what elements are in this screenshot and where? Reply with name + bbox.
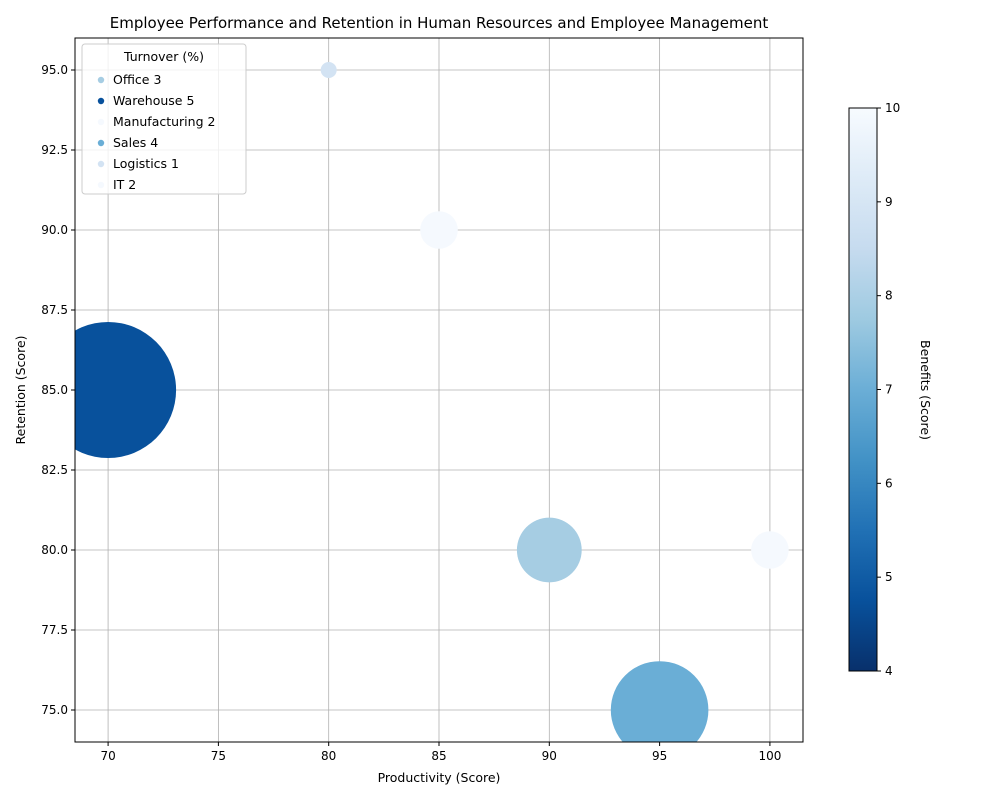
legend: Turnover (%) Office 3 Warehouse 5 Manufact… bbox=[81, 43, 247, 195]
y-tick-label: 80.0 bbox=[41, 543, 68, 557]
x-axis-label: Productivity (Score) bbox=[378, 770, 501, 785]
legend-box bbox=[81, 43, 247, 195]
legend-title: Turnover (%) bbox=[123, 49, 204, 64]
colorbar-gradient bbox=[848, 107, 878, 672]
colorbar-tick-label: 9 bbox=[885, 195, 893, 209]
colorbar: 4 5 6 7 8 9 10 Benefits (Score) bbox=[848, 101, 933, 678]
bubble-it bbox=[751, 531, 789, 569]
legend-entry-label: Sales 4 bbox=[113, 135, 158, 150]
legend-entry-label: Manufacturing 2 bbox=[113, 114, 215, 129]
bubble-layer bbox=[75, 62, 789, 742]
y-tick-label: 90.0 bbox=[41, 223, 68, 237]
bubble-manufacturing bbox=[420, 211, 458, 249]
colorbar-tick-label: 10 bbox=[885, 101, 900, 115]
y-axis-ticks: 75.0 77.5 80.0 82.5 85.0 87.5 90.0 92.5 95.0 bbox=[41, 63, 75, 717]
y-tick-label: 87.5 bbox=[41, 303, 68, 317]
y-tick-label: 77.5 bbox=[41, 623, 68, 637]
x-tick-label: 70 bbox=[100, 749, 115, 763]
colorbar-label: Benefits (Score) bbox=[918, 340, 933, 440]
legend-entry-label: Warehouse 5 bbox=[113, 93, 194, 108]
colorbar-tick-label: 6 bbox=[885, 476, 893, 490]
y-tick-label: 95.0 bbox=[41, 63, 68, 77]
bubble-sales bbox=[610, 661, 709, 742]
legend-marker bbox=[97, 97, 105, 105]
x-tick-label: 80 bbox=[321, 749, 336, 763]
bubble-office bbox=[516, 517, 582, 583]
y-tick-label: 85.0 bbox=[41, 383, 68, 397]
colorbar-tick-label: 5 bbox=[885, 570, 893, 584]
y-tick-label: 92.5 bbox=[41, 143, 68, 157]
bubble-warehouse bbox=[75, 322, 177, 458]
x-tick-label: 85 bbox=[431, 749, 446, 763]
x-tick-label: 100 bbox=[758, 749, 781, 763]
legend-marker bbox=[97, 118, 105, 126]
x-axis-ticks: 70 75 80 85 90 95 100 bbox=[100, 742, 781, 763]
legend-marker bbox=[97, 160, 105, 168]
legend-entry-label: Logistics 1 bbox=[113, 156, 179, 171]
legend-entry-label: Office 3 bbox=[113, 72, 161, 87]
colorbar-tick-label: 4 bbox=[885, 664, 893, 678]
legend-marker bbox=[97, 139, 105, 147]
x-tick-label: 90 bbox=[542, 749, 557, 763]
legend-marker bbox=[97, 76, 105, 84]
x-tick-label: 75 bbox=[211, 749, 226, 763]
legend-entry-label: IT 2 bbox=[113, 177, 136, 192]
legend-marker bbox=[97, 181, 105, 189]
colorbar-tick-label: 7 bbox=[885, 383, 893, 397]
chart-title: Employee Performance and Retention in Hu… bbox=[110, 14, 769, 32]
y-tick-label: 75.0 bbox=[41, 703, 68, 717]
y-tick-label: 82.5 bbox=[41, 463, 68, 477]
x-tick-label: 95 bbox=[652, 749, 667, 763]
bubble-logistics bbox=[320, 62, 337, 78]
y-axis-label: Retention (Score) bbox=[13, 335, 28, 444]
colorbar-tick-label: 8 bbox=[885, 289, 893, 303]
